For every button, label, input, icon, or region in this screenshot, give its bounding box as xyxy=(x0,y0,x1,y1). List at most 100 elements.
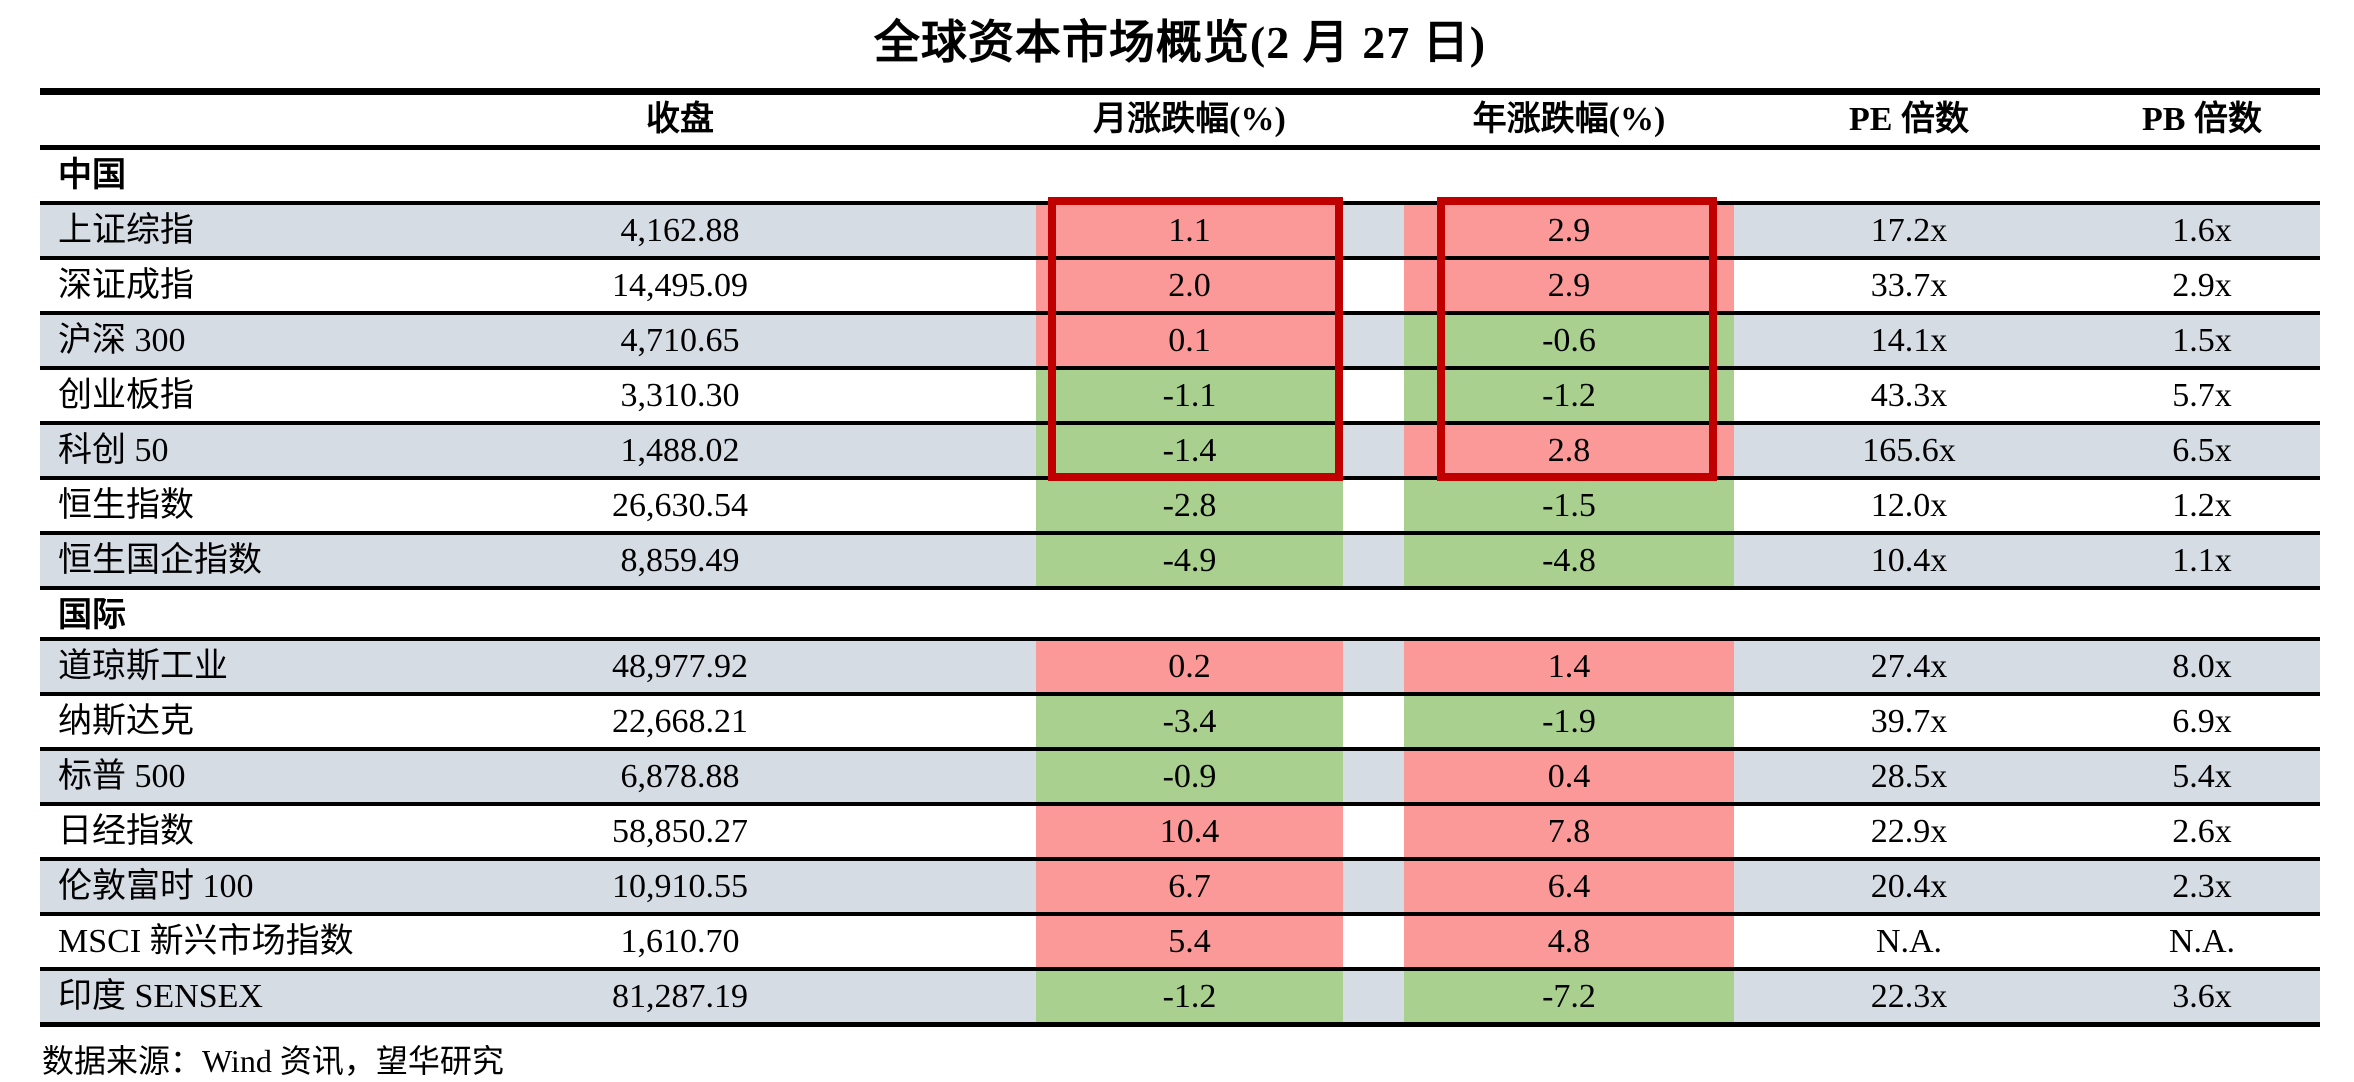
pe-value: 20.4x xyxy=(1870,868,1948,905)
table-body: 中国 上证综指 4,162.88 1.1 2.9 17.2x 1.6x 深证成指… xyxy=(40,150,2320,1027)
pb-value: 1.1x xyxy=(2172,542,2232,579)
pe-value: 10.4x xyxy=(1870,542,1948,579)
monthly-change-value: -1.4 xyxy=(1036,425,1343,476)
row-spacer xyxy=(1343,916,1404,967)
yearly-change-value: -1.2 xyxy=(1404,370,1734,421)
table-row: 上证综指 4,162.88 1.1 2.9 17.2x 1.6x xyxy=(40,201,2320,256)
row-spacer xyxy=(840,806,1036,857)
monthly-change-value: 0.2 xyxy=(1036,641,1343,692)
close-value: 48,977.92 xyxy=(612,648,748,685)
row-spacer xyxy=(1343,696,1404,747)
monthly-change-value: 2.0 xyxy=(1036,260,1343,311)
pb-value: 3.6x xyxy=(2172,978,2232,1015)
section-label: 国际 xyxy=(40,586,2320,637)
index-name: 创业板指 xyxy=(58,377,194,414)
row-spacer xyxy=(840,751,1036,802)
table-row: 恒生指数 26,630.54 -2.8 -1.5 12.0x 1.2x xyxy=(40,476,2320,531)
index-name: 印度 SENSEX xyxy=(58,978,263,1015)
monthly-change-value: 1.1 xyxy=(1036,205,1343,256)
close-value: 3,310.30 xyxy=(620,377,740,414)
pb-value: 2.3x xyxy=(2172,868,2232,905)
row-spacer xyxy=(840,535,1036,586)
pe-value: 39.7x xyxy=(1870,703,1948,740)
header-pb: PB 倍数 xyxy=(2142,101,2262,138)
row-spacer xyxy=(1343,480,1404,531)
index-name: 恒生国企指数 xyxy=(58,542,262,579)
table-row: 科创 50 1,488.02 -1.4 2.8 165.6x 6.5x xyxy=(40,421,2320,476)
pb-value: 2.6x xyxy=(2172,813,2232,850)
row-spacer xyxy=(840,696,1036,747)
row-spacer xyxy=(1343,205,1404,256)
close-value: 58,850.27 xyxy=(612,813,748,850)
header-yearly-change: 年涨跌幅(%) xyxy=(1472,101,1666,138)
row-spacer xyxy=(840,315,1036,366)
index-name: 标普 500 xyxy=(58,758,186,795)
monthly-change-value: 5.4 xyxy=(1036,916,1343,967)
row-spacer xyxy=(1343,806,1404,857)
table-row: 标普 500 6,878.88 -0.9 0.4 28.5x 5.4x xyxy=(40,747,2320,802)
row-spacer xyxy=(1343,425,1404,476)
close-value: 4,162.88 xyxy=(620,212,740,249)
section-label: 中国 xyxy=(58,157,126,194)
table-row: MSCI 新兴市场指数 1,610.70 5.4 4.8 N.A. N.A. xyxy=(40,912,2320,967)
close-value: 26,630.54 xyxy=(612,487,748,524)
monthly-change-value: -1.2 xyxy=(1036,971,1343,1022)
row-spacer xyxy=(1343,971,1404,1022)
pb-value: 2.9x xyxy=(2172,267,2232,304)
table-row: 深证成指 14,495.09 2.0 2.9 33.7x 2.9x xyxy=(40,256,2320,311)
row-spacer xyxy=(840,425,1036,476)
index-name: 深证成指 xyxy=(58,267,194,304)
monthly-change-value: 6.7 xyxy=(1036,861,1343,912)
yearly-change-value: -1.5 xyxy=(1404,480,1734,531)
page-title: 全球资本市场概览(2 月 27 日) xyxy=(873,17,1487,68)
yearly-change-value: -4.8 xyxy=(1404,535,1734,586)
index-name: 伦敦富时 100 xyxy=(58,868,254,905)
row-spacer xyxy=(840,205,1036,256)
index-name: MSCI 新兴市场指数 xyxy=(58,923,354,960)
table-row: 伦敦富时 100 10,910.55 6.7 6.4 20.4x 2.3x xyxy=(40,857,2320,912)
pb-value: 8.0x xyxy=(2172,648,2232,685)
yearly-change-value: -7.2 xyxy=(1404,971,1734,1022)
yearly-change-value: 0.4 xyxy=(1404,751,1734,802)
header-monthly-change: 月涨跌幅(%) xyxy=(1093,101,1286,138)
pe-value: 33.7x xyxy=(1870,267,1948,304)
index-name: 日经指数 xyxy=(58,813,194,850)
index-name: 沪深 300 xyxy=(58,322,186,359)
pb-value: N.A. xyxy=(2168,923,2236,960)
row-spacer xyxy=(840,861,1036,912)
pe-value: N.A. xyxy=(1875,923,1943,960)
yearly-change-value: 7.8 xyxy=(1404,806,1734,857)
pe-value: 17.2x xyxy=(1870,212,1948,249)
market-overview-table: 收盘 月涨跌幅(%) 年涨跌幅(%) PE 倍数 PB 倍数 中国 上证综指 4… xyxy=(40,88,2320,1027)
index-name: 道琼斯工业 xyxy=(58,648,228,685)
yearly-change-value: 2.9 xyxy=(1404,260,1734,311)
index-name: 科创 50 xyxy=(58,432,169,469)
close-value: 4,710.65 xyxy=(620,322,740,359)
pe-value: 22.9x xyxy=(1870,813,1948,850)
row-spacer xyxy=(1343,751,1404,802)
monthly-change-value: -0.9 xyxy=(1036,751,1343,802)
row-spacer xyxy=(840,971,1036,1022)
table-row: 恒生国企指数 8,859.49 -4.9 -4.8 10.4x 1.1x xyxy=(40,531,2320,586)
close-value: 81,287.19 xyxy=(612,978,748,1015)
yearly-change-value: 4.8 xyxy=(1404,916,1734,967)
table-row: 沪深 300 4,710.65 0.1 -0.6 14.1x 1.5x xyxy=(40,311,2320,366)
index-name: 恒生指数 xyxy=(58,487,194,524)
row-spacer xyxy=(840,916,1036,967)
pb-value: 6.9x xyxy=(2172,703,2232,740)
table-row: 印度 SENSEX 81,287.19 -1.2 -7.2 22.3x 3.6x xyxy=(40,967,2320,1027)
monthly-change-value: -4.9 xyxy=(1036,535,1343,586)
row-spacer xyxy=(1343,370,1404,421)
row-spacer xyxy=(1343,861,1404,912)
table-row: 道琼斯工业 48,977.92 0.2 1.4 27.4x 8.0x xyxy=(40,637,2320,692)
pb-value: 5.4x xyxy=(2172,758,2232,795)
index-name: 上证综指 xyxy=(58,212,194,249)
pe-value: 28.5x xyxy=(1870,758,1948,795)
pe-value: 22.3x xyxy=(1870,978,1948,1015)
yearly-change-value: -0.6 xyxy=(1404,315,1734,366)
pb-value: 6.5x xyxy=(2172,432,2232,469)
index-name: 纳斯达克 xyxy=(58,703,194,740)
pe-value: 12.0x xyxy=(1870,487,1948,524)
row-spacer xyxy=(840,480,1036,531)
pb-value: 1.2x xyxy=(2172,487,2232,524)
